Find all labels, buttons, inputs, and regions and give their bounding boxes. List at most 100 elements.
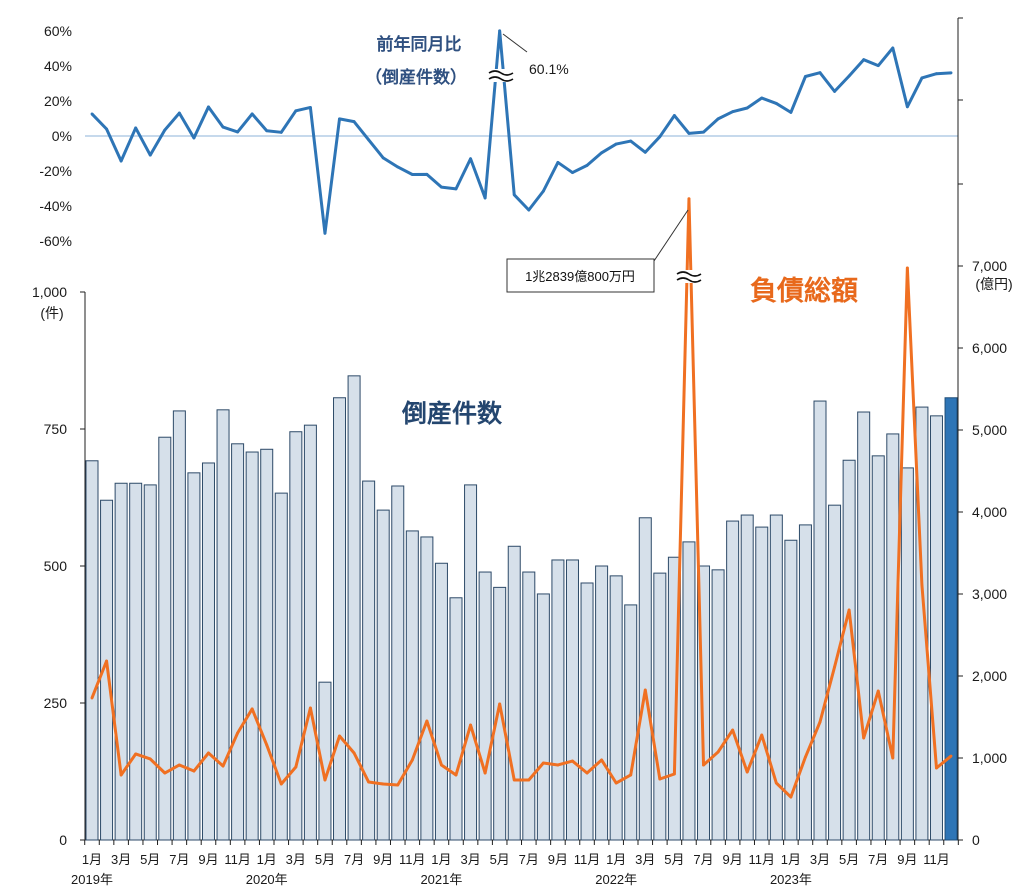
bar — [303, 424, 317, 841]
debt-data-point — [469, 723, 472, 727]
debt-data-point — [163, 771, 167, 775]
debt-data-point — [876, 689, 880, 693]
bar — [260, 448, 274, 841]
x-axis-month-label: 3月 — [111, 852, 131, 867]
yoy-data-point — [571, 171, 574, 174]
top-axis-tick-label: -60% — [39, 233, 72, 249]
yoy-data-point — [891, 46, 895, 50]
x-axis-month-label: 5月 — [140, 852, 160, 867]
debt-data-point — [527, 778, 531, 782]
debt-data-point — [177, 763, 181, 767]
bar — [798, 524, 812, 841]
x-axis-month-label: 5月 — [839, 852, 859, 867]
top-axis-tick-label: 60% — [44, 23, 72, 39]
yoy-data-point — [687, 131, 691, 135]
debt-data-point — [265, 743, 269, 747]
debt-line-series — [90, 197, 953, 799]
yoy-data-point — [309, 106, 312, 109]
bar — [565, 559, 579, 841]
bar — [347, 375, 361, 841]
bar — [871, 455, 885, 841]
bar — [609, 575, 623, 841]
yoy-data-point — [148, 153, 152, 157]
axes — [80, 17, 963, 845]
bar — [857, 411, 871, 841]
debt-data-point — [760, 733, 764, 737]
debt-data-point — [367, 780, 371, 784]
debt-data-point — [425, 719, 429, 723]
x-axis-month-label: 7月 — [868, 852, 888, 867]
bar — [900, 467, 914, 841]
break-wave — [488, 76, 514, 82]
yoy-data-point — [279, 130, 283, 134]
debt-data-point — [716, 750, 720, 754]
yoy-data-point — [745, 106, 749, 110]
bar-highlighted — [944, 397, 958, 841]
yoy-data-point — [600, 151, 603, 155]
yoy-data-point — [862, 58, 866, 62]
debt-data-point — [905, 266, 909, 270]
bar — [478, 571, 492, 841]
yoy-series-title: 前年同月比 — [377, 34, 462, 55]
x-axis-month-label: 3月 — [286, 852, 306, 867]
yoy-data-point — [250, 112, 254, 116]
bar — [143, 484, 157, 841]
yoy-data-point — [410, 173, 414, 176]
debt-data-point — [687, 197, 691, 201]
debt-data-point — [643, 688, 647, 692]
x-axis-month-label: 7月 — [519, 852, 539, 867]
debt-data-point — [483, 771, 487, 775]
right-axis-tick-label: 1,000 — [972, 750, 1007, 766]
left-axis-tick-label: 750 — [44, 421, 68, 437]
debt-data-point — [804, 755, 807, 759]
debt-annotation-leader — [653, 209, 689, 262]
debt-data-point — [541, 761, 545, 765]
yoy-data-point — [207, 105, 210, 109]
x-axis-month-label: 3月 — [810, 852, 830, 867]
debt-annotation-box — [506, 258, 655, 293]
debt-data-point — [702, 763, 705, 767]
bar — [158, 436, 172, 841]
right-axis-tick-label: 3,000 — [972, 586, 1007, 602]
debt-data-point — [629, 773, 633, 777]
bar — [755, 526, 769, 841]
yoy-data-point — [702, 130, 705, 134]
yoy-data-point — [352, 120, 356, 124]
debt-data-point — [585, 771, 589, 775]
bar — [784, 539, 798, 841]
break-mask — [677, 270, 701, 283]
bar — [362, 480, 376, 841]
debt-data-point — [847, 608, 851, 612]
bar — [536, 593, 550, 841]
yoy-data-point — [876, 64, 880, 68]
yoy-data-point — [920, 76, 924, 80]
bar — [114, 482, 128, 841]
yoy-data-point — [716, 117, 720, 121]
left-axis-tick-label: 500 — [44, 558, 68, 574]
yoy-data-point — [294, 109, 298, 113]
debt-data-point — [236, 731, 240, 735]
yoy-data-point — [90, 112, 94, 116]
tick-labels: 60%40%20%0%-20%-40%-60%02505007501,00001… — [32, 23, 1007, 887]
x-axis-year-label: 2019年 — [71, 872, 113, 887]
debt-data-point — [207, 751, 210, 755]
x-axis-month-label: 9月 — [897, 852, 917, 867]
x-axis-year-label: 2023年 — [770, 872, 812, 887]
x-axis-month-label: 1月 — [781, 852, 801, 867]
yoy-data-point — [134, 126, 138, 130]
yoy-data-point — [469, 157, 472, 161]
debt-data-point — [396, 783, 400, 787]
yoy-data-point — [440, 185, 443, 189]
debt-data-point — [90, 696, 94, 700]
yoy-data-point — [396, 165, 400, 169]
debt-data-point — [745, 770, 749, 774]
bar — [201, 462, 215, 841]
x-axis-month-label: 9月 — [373, 852, 393, 867]
debt-data-point — [221, 764, 225, 768]
bar — [376, 509, 390, 841]
debt-data-point — [571, 759, 574, 763]
yoy-data-point — [119, 159, 123, 163]
top-axis-tick-label: 20% — [44, 93, 72, 109]
debt-data-point — [614, 781, 618, 785]
bar — [507, 545, 521, 841]
